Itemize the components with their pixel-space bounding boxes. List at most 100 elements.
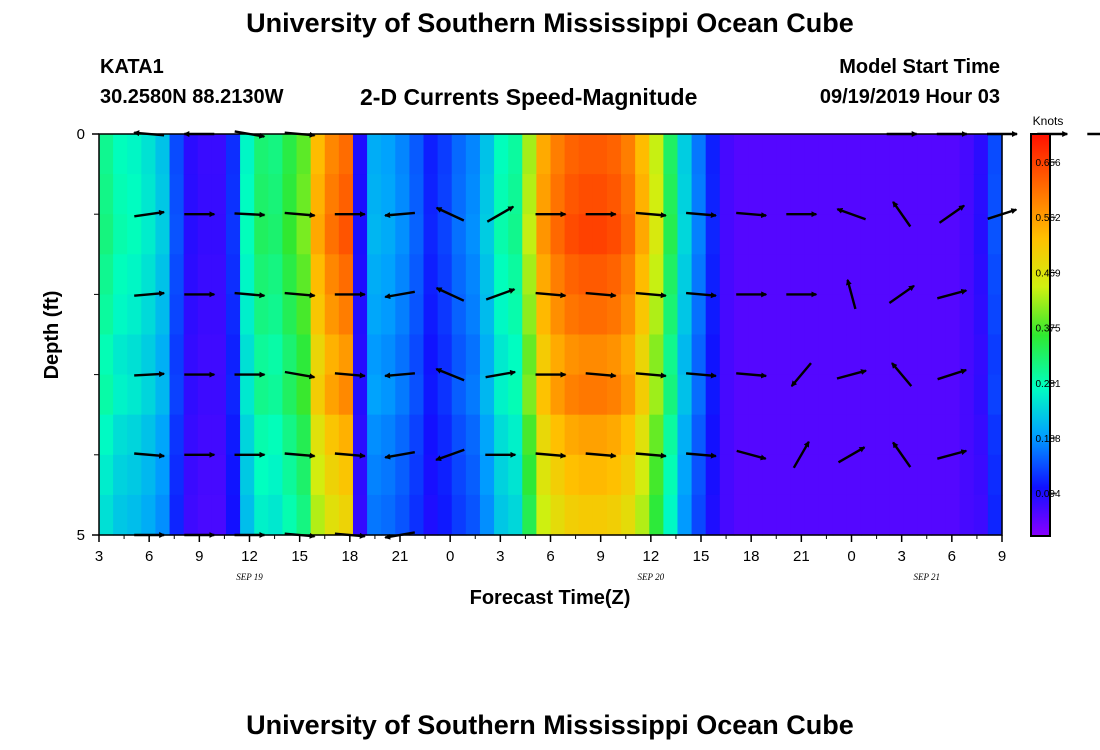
heatmap-cell: [211, 454, 227, 496]
heatmap-cell: [127, 134, 142, 175]
heatmap-cell: [705, 294, 721, 336]
x-tick-label: 15: [693, 548, 710, 565]
heatmap-cell: [959, 134, 975, 175]
heatmap-cell: [832, 214, 848, 255]
heatmap-cell: [719, 174, 735, 215]
heatmap-cell: [536, 294, 552, 336]
heatmap-cell: [719, 414, 735, 456]
heatmap-cell: [113, 134, 128, 175]
heatmap-cell: [790, 294, 806, 336]
heatmap-cell: [592, 254, 608, 295]
x-tick-label: 0: [847, 548, 855, 565]
x-tick-label: 6: [948, 548, 956, 565]
heatmap-cell: [804, 254, 820, 295]
heatmap-cell: [113, 414, 128, 456]
heatmap-cell: [903, 374, 918, 416]
heatmap-cell: [733, 294, 749, 336]
current-vector: [134, 452, 166, 459]
heatmap-cell: [240, 134, 255, 175]
heatmap-cell: [508, 214, 523, 255]
heatmap-cell: [931, 174, 947, 215]
heatmap-cell: [155, 414, 171, 456]
heatmap-cell: [762, 454, 777, 496]
heatmap-cell: [945, 294, 961, 336]
heatmap-cell: [423, 294, 439, 336]
heatmap-cell: [381, 134, 396, 175]
heatmap-cell: [423, 414, 439, 456]
heatmap-cell: [973, 254, 989, 295]
x-tick-label: 3: [897, 548, 905, 565]
heatmap-cell: [987, 414, 1003, 456]
heatmap-cell: [310, 254, 326, 295]
heatmap-cell: [240, 414, 255, 456]
heatmap-cell: [889, 374, 904, 416]
heatmap-cell: [508, 494, 523, 536]
heatmap-cell: [141, 334, 157, 376]
heatmap-cell: [818, 294, 834, 336]
heatmap-cell: [479, 254, 495, 295]
heatmap-cell: [268, 214, 284, 255]
heatmap-cell: [635, 494, 650, 536]
heatmap-cell: [564, 374, 580, 416]
heatmap-cell: [310, 374, 326, 416]
heatmap-cell: [423, 134, 439, 175]
heatmap-cell: [479, 454, 495, 496]
heatmap-cell: [99, 294, 114, 336]
heatmap-cell: [606, 334, 622, 376]
heatmap-cell: [592, 174, 608, 215]
heatmap-cell: [99, 334, 114, 376]
heatmap-cell: [663, 334, 679, 376]
speed-heatmap: [99, 134, 1003, 536]
heatmap-cell: [832, 494, 848, 536]
heatmap-cell: [889, 294, 904, 336]
heatmap-cell: [733, 374, 749, 416]
heatmap-cell: [804, 214, 820, 255]
x-tick-label: 9: [195, 548, 203, 565]
heatmap-cell: [621, 374, 636, 416]
current-vector: [836, 369, 867, 380]
heatmap-cell: [677, 494, 693, 536]
heatmap-cell: [649, 374, 664, 416]
heatmap-cell: [832, 374, 848, 416]
x-axis: 3 6 9 12 15 18 21 0 3 6 9 12 15 18 21 0 3 6 9 SEP 19 SEP 20 S…: [95, 535, 1006, 582]
heatmap-cell: [790, 174, 806, 215]
heatmap-cell: [945, 134, 961, 175]
heatmap-cell: [663, 214, 679, 255]
heatmap-cell: [860, 374, 876, 416]
heatmap-cell: [240, 454, 255, 496]
heatmap-cell: [691, 134, 707, 175]
x-tick-label: 9: [596, 548, 604, 565]
heatmap-cell: [592, 454, 608, 496]
heatmap-cell: [748, 374, 763, 416]
heatmap-cell: [479, 134, 495, 175]
heatmap-cell: [352, 414, 368, 456]
heatmap-cell: [141, 294, 157, 336]
current-vector: [384, 451, 416, 460]
heatmap-cell: [804, 294, 820, 336]
heatmap-cell: [437, 294, 453, 336]
current-vector: [384, 211, 416, 219]
heatmap-cell: [635, 254, 650, 295]
heatmap-cell: [719, 454, 735, 496]
heatmap-cell: [705, 174, 721, 215]
heatmap-cell: [973, 374, 989, 416]
heatmap-cell: [903, 454, 918, 496]
heatmap-cell: [832, 454, 848, 496]
heatmap-cell: [917, 374, 933, 416]
heatmap-cell: [762, 414, 777, 456]
station-id: KATA1: [100, 56, 164, 78]
heatmap-cell: [635, 134, 650, 175]
heatmap-cell: [197, 214, 213, 255]
heatmap-cell: [155, 494, 171, 536]
heatmap-cell: [268, 494, 284, 536]
heatmap-cell: [381, 454, 396, 496]
x-tick-label: 12: [241, 548, 258, 565]
heatmap-cell: [409, 174, 425, 215]
heatmap-cell: [155, 134, 171, 175]
heatmap-cell: [225, 254, 241, 295]
heatmap-cell: [409, 454, 425, 496]
heatmap-cell: [494, 214, 509, 255]
heatmap-cell: [536, 174, 552, 215]
current-vector: [635, 452, 667, 459]
